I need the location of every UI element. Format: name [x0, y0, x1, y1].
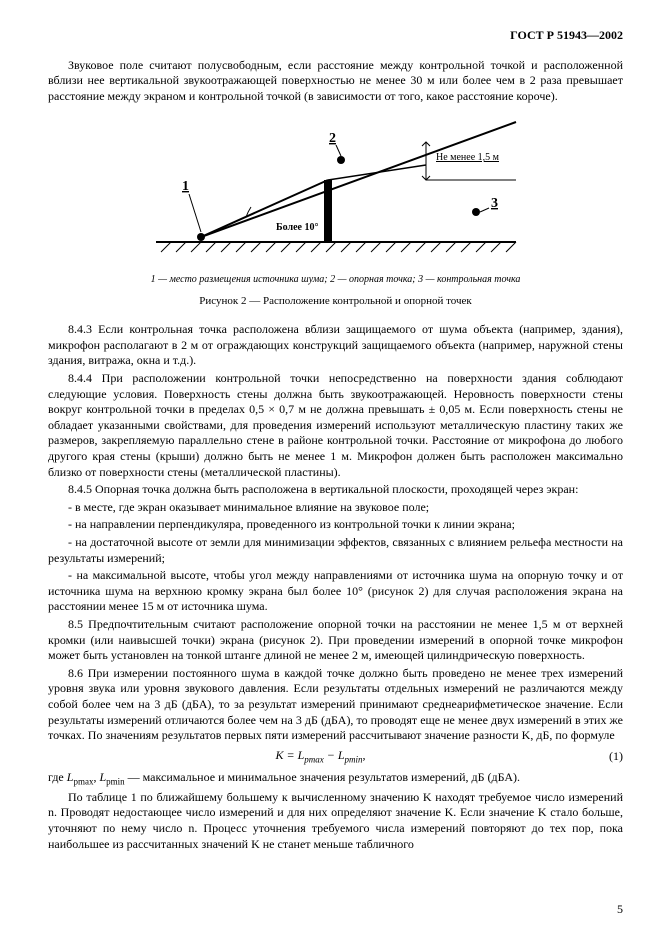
figure-svg: 1 2 3 Не менее 1,5 м Более 10°: [146, 112, 526, 262]
para-845-b3: - на достаточной высоте от земли для мин…: [48, 535, 623, 566]
svg-text:Не менее 1,5 м: Не менее 1,5 м: [436, 152, 500, 163]
figure-legend: 1 — место размещения источника шума; 2 —…: [48, 273, 623, 286]
para-845-b2: - на направлении перпендикуляра, проведе…: [48, 517, 623, 533]
figure-2: 1 2 3 Не менее 1,5 м Более 10° 1 — место…: [48, 112, 623, 308]
intro-paragraph: Звуковое поле считают полусвободным, есл…: [48, 58, 623, 105]
para-845-b1: - в месте, где экран оказывает минимальн…: [48, 500, 623, 516]
para-85: 8.5 Предпочтительным считают расположени…: [48, 617, 623, 664]
svg-text:2: 2: [329, 131, 336, 146]
formula-1: K = Lpmax − Lpmin, (1): [48, 748, 623, 766]
formula-number: (1): [593, 749, 623, 765]
para-843: 8.4.3 Если контрольная точка расположена…: [48, 322, 623, 369]
doc-header: ГОСТ Р 51943—2002: [48, 28, 623, 44]
svg-text:3: 3: [491, 196, 498, 211]
figure-title: Рисунок 2 — Расположение контрольной и о…: [48, 294, 623, 308]
svg-text:Более 10°: Более 10°: [276, 222, 318, 233]
svg-text:1: 1: [182, 179, 189, 194]
para-844: 8.4.4 При расположении контрольной точки…: [48, 371, 623, 480]
para-845-intro: 8.4.5 Опорная точка должна быть располож…: [48, 482, 623, 498]
page-number: 5: [617, 902, 623, 918]
para-845-b4: - на максимальной высоте, чтобы угол меж…: [48, 568, 623, 615]
page: ГОСТ Р 51943—2002 Звуковое поле считают …: [0, 0, 661, 936]
para-where: где Lpmax, Lpmin — максимальное и минима…: [48, 770, 623, 788]
para-86: 8.6 При измерении постоянного шума в каж…: [48, 666, 623, 744]
formula-text: K = Lpmax − Lpmin,: [275, 748, 365, 762]
para-last: По таблице 1 по ближайшему большему к вы…: [48, 790, 623, 852]
